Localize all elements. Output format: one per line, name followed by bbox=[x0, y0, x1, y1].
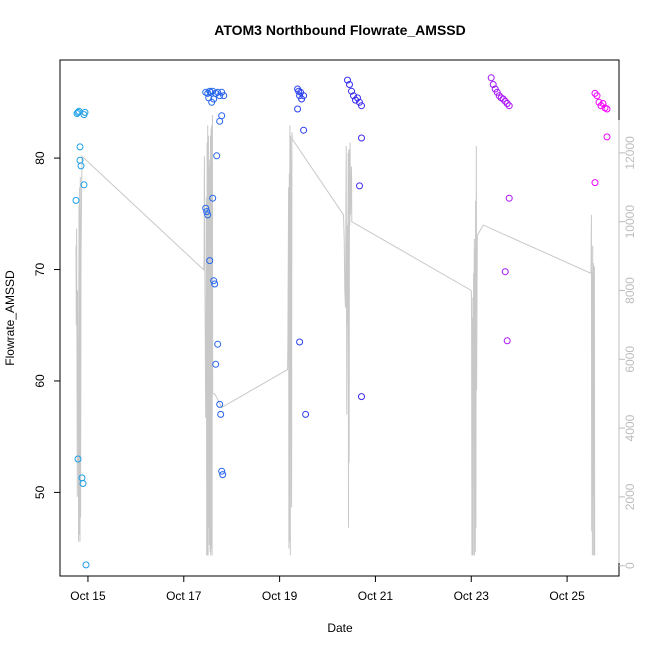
data-point bbox=[603, 105, 611, 113]
data-point bbox=[595, 98, 603, 106]
data-point bbox=[209, 194, 217, 202]
data-point bbox=[487, 74, 495, 82]
data-point bbox=[80, 111, 88, 119]
data-point bbox=[216, 92, 224, 100]
data-point bbox=[202, 204, 210, 212]
y2-tick-label: 10000 bbox=[623, 205, 637, 239]
data-point bbox=[214, 340, 222, 348]
data-point bbox=[505, 102, 513, 110]
x-tick-label: Oct 15 bbox=[70, 589, 106, 603]
data-point bbox=[74, 108, 82, 116]
data-point bbox=[348, 87, 355, 95]
data-point bbox=[505, 194, 513, 202]
data-point bbox=[211, 280, 219, 288]
data-point bbox=[203, 208, 211, 216]
x-tick-label: Oct 17 bbox=[166, 589, 202, 603]
data-point bbox=[489, 81, 497, 88]
data-point bbox=[499, 95, 507, 103]
data-point bbox=[591, 89, 599, 97]
line-layer bbox=[75, 114, 596, 556]
data-point bbox=[219, 471, 227, 479]
data-point bbox=[503, 100, 511, 107]
data-point bbox=[593, 92, 601, 100]
data-point bbox=[218, 467, 226, 475]
data-point bbox=[294, 105, 302, 113]
data-point bbox=[501, 97, 509, 105]
data-point bbox=[300, 92, 308, 100]
data-point bbox=[79, 480, 87, 487]
x-tick-label: Oct 19 bbox=[262, 589, 298, 603]
y2-tick-label: 0 bbox=[623, 562, 637, 569]
data-point bbox=[80, 181, 88, 189]
data-point bbox=[358, 134, 365, 142]
y-axis-label: Flowrate_AMSSD bbox=[3, 270, 17, 366]
data-point bbox=[216, 400, 224, 408]
data-point bbox=[213, 152, 221, 160]
data-point bbox=[501, 268, 509, 276]
data-point bbox=[591, 179, 599, 187]
data-point bbox=[300, 126, 308, 134]
x-tick-label: Oct 23 bbox=[454, 589, 490, 603]
y-axis: 50 60 70 80 bbox=[33, 151, 61, 499]
series-line bbox=[75, 114, 596, 556]
data-point bbox=[212, 360, 220, 368]
y-tick-label: 50 bbox=[33, 485, 47, 499]
y2-axis: 0 2000 4000 6000 8000 10000 12000 bbox=[618, 120, 637, 569]
y2-tick-label: 2000 bbox=[623, 483, 637, 510]
data-point bbox=[210, 277, 218, 285]
data-point bbox=[356, 182, 363, 190]
data-point bbox=[74, 455, 82, 463]
data-point bbox=[296, 338, 304, 346]
data-point bbox=[599, 100, 607, 107]
data-point bbox=[603, 133, 611, 141]
data-point bbox=[344, 76, 351, 84]
data-point bbox=[204, 211, 212, 219]
data-point bbox=[216, 117, 224, 125]
data-point bbox=[217, 410, 225, 418]
plot-frame bbox=[59, 59, 620, 577]
chart-title: ATOM3 Northbound Flowrate_AMSSD bbox=[214, 22, 465, 38]
data-point bbox=[77, 162, 85, 170]
data-point bbox=[72, 196, 80, 204]
data-point bbox=[503, 337, 511, 345]
data-point bbox=[214, 88, 222, 96]
y2-tick-label: 4000 bbox=[623, 414, 637, 441]
y2-tick-label: 12000 bbox=[623, 136, 637, 170]
y2-tick-label: 6000 bbox=[623, 346, 637, 373]
data-point bbox=[354, 94, 361, 102]
data-point bbox=[346, 81, 353, 88]
data-point bbox=[206, 257, 214, 265]
data-point bbox=[218, 112, 226, 120]
data-point bbox=[218, 88, 226, 96]
data-point bbox=[76, 143, 84, 151]
y-tick-label: 70 bbox=[33, 263, 47, 277]
data-point bbox=[206, 87, 214, 95]
data-point bbox=[358, 393, 365, 401]
data-point bbox=[358, 102, 365, 110]
y2-tick-label: 8000 bbox=[623, 277, 637, 304]
x-tick-label: Oct 25 bbox=[549, 589, 585, 603]
data-point bbox=[352, 96, 359, 104]
data-point bbox=[82, 561, 90, 569]
data-point bbox=[350, 92, 357, 100]
data-point bbox=[73, 110, 81, 117]
data-point bbox=[493, 88, 501, 96]
data-point bbox=[356, 98, 363, 106]
x-tick-label: Oct 21 bbox=[358, 589, 394, 603]
x-axis-label: Date bbox=[327, 621, 353, 635]
x-axis: Oct 15 Oct 17 Oct 19 Oct 21 Oct 23 Oct 25 bbox=[70, 575, 585, 603]
y-tick-label: 60 bbox=[33, 374, 47, 388]
data-point bbox=[220, 92, 228, 100]
y-tick-label: 80 bbox=[33, 151, 47, 165]
data-point bbox=[597, 102, 605, 110]
data-point bbox=[302, 410, 310, 418]
point-layer bbox=[72, 74, 611, 569]
